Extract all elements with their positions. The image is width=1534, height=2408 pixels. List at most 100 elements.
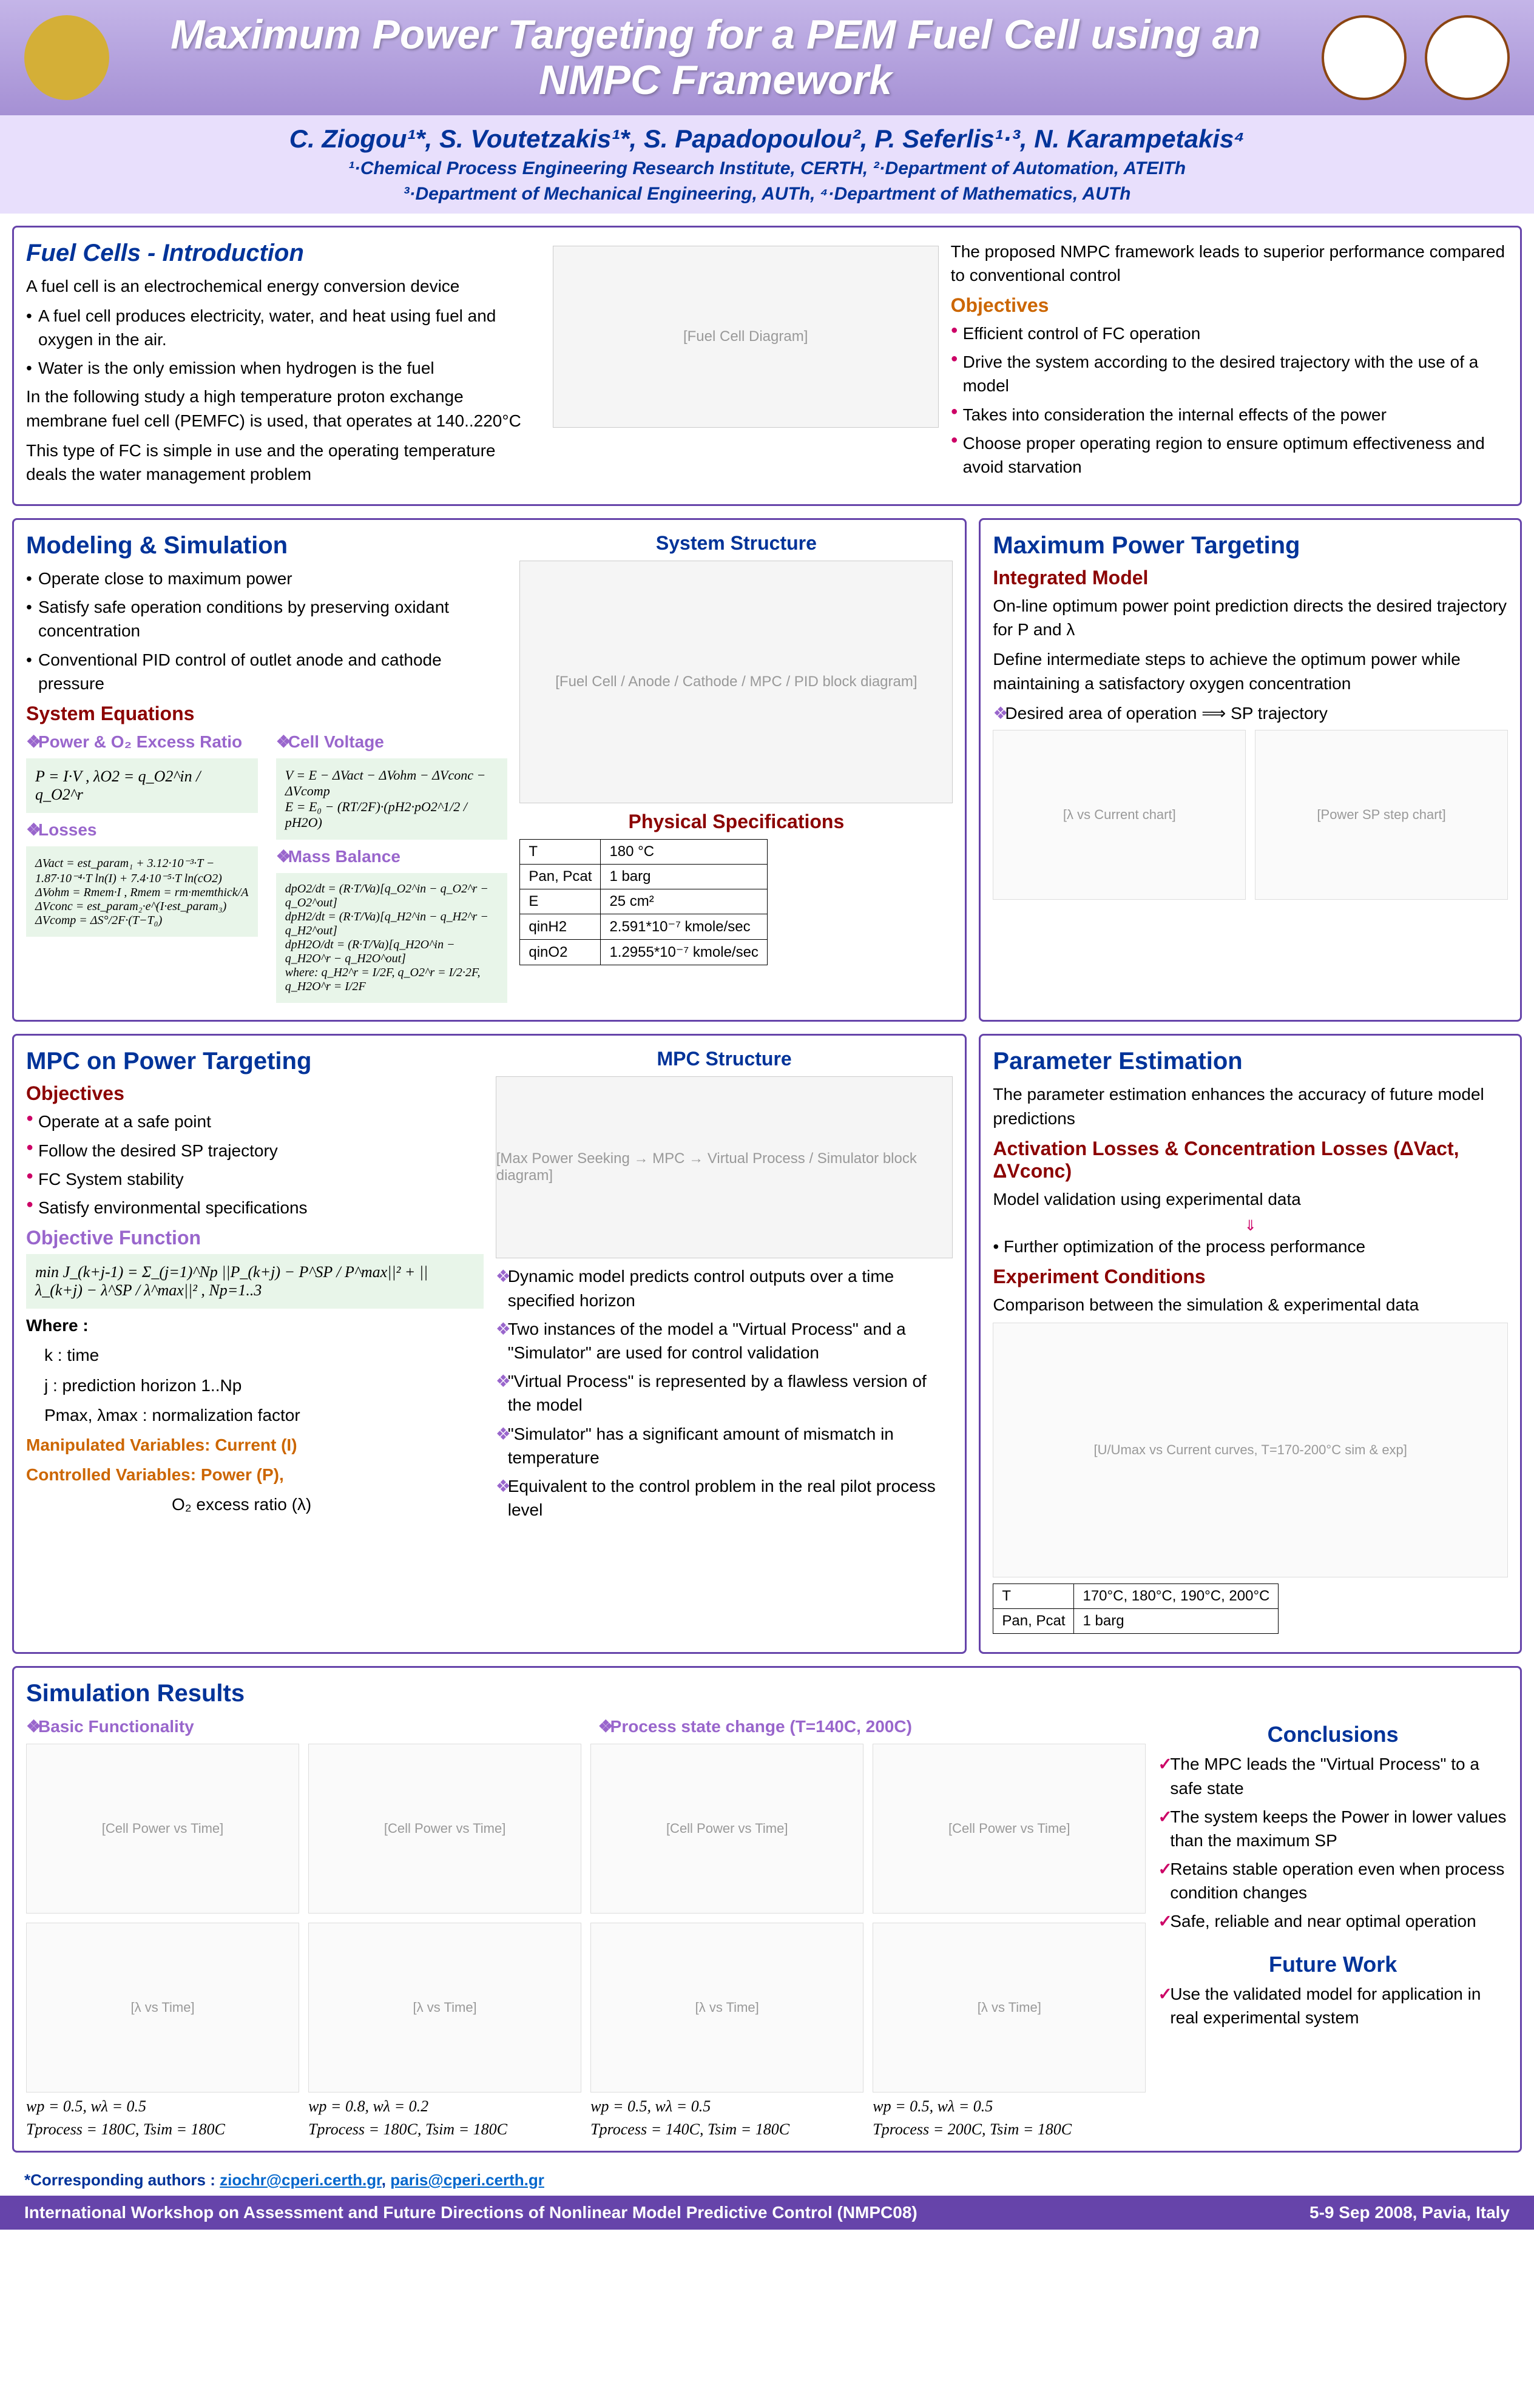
- poster: Maximum Power Targeting for a PEM Fuel C…: [0, 0, 1534, 2230]
- phys-spec-title: Physical Specifications: [519, 811, 953, 833]
- footer: International Workshop on Assessment and…: [0, 2196, 1534, 2230]
- mpc-o1: Operate at a safe point: [26, 1110, 484, 1133]
- mpc-obj-title: Objectives: [26, 1082, 484, 1105]
- obj-4: Choose proper operating region to ensure…: [951, 431, 1508, 479]
- intro-p1: A fuel cell is an electrochemical energy…: [26, 274, 541, 298]
- voltage-label: Cell Voltage: [276, 730, 508, 754]
- mod-b3: Conventional PID control of outlet anode…: [26, 648, 507, 695]
- integrated-model: Integrated Model: [993, 567, 1508, 589]
- param-p2: Model validation using experimental data: [993, 1187, 1508, 1211]
- eq-power: P = I·V , λO2 = q_O2^in / q_O2^r: [26, 758, 258, 813]
- param-p1: The parameter estimation enhances the ac…: [993, 1082, 1508, 1130]
- where-1: k : time: [26, 1343, 484, 1367]
- mpc-struct-title: MPC Structure: [496, 1048, 953, 1070]
- where-label: Where :: [26, 1314, 484, 1337]
- sim-title: Simulation Results: [26, 1680, 1508, 1707]
- mod-b1: Operate close to maximum power: [26, 567, 507, 590]
- mpc-d1: Dynamic model predicts control outputs o…: [496, 1264, 953, 1312]
- sim-panel: Simulation Results Basic Functionality P…: [12, 1666, 1522, 2152]
- param-p3: • Further optimization of the process pe…: [993, 1235, 1508, 1258]
- sim-chart-7: [λ vs Time]: [590, 1923, 863, 2093]
- proc-label: Process state change (T=140C, 200C): [598, 1715, 1146, 1738]
- modeling-title: Modeling & Simulation: [26, 532, 507, 559]
- obj-lead: The proposed NMPC framework leads to sup…: [951, 240, 1508, 287]
- mp-p2: Define intermediate steps to achieve the…: [993, 647, 1508, 695]
- title-block: Maximum Power Targeting for a PEM Fuel C…: [127, 12, 1303, 103]
- logo-right1: [1322, 15, 1407, 100]
- affiliation-1: ¹·Chemical Process Engineering Research …: [24, 158, 1510, 179]
- param-p4: Comparison between the simulation & expe…: [993, 1293, 1508, 1317]
- ctrl-2: O₂ excess ratio (λ): [26, 1492, 484, 1516]
- obj-2: Drive the system according to the desire…: [951, 350, 1508, 397]
- eq-obj: min J_(k+j-1) = Σ_(j=1)^Np ||P_(k+j) − P…: [26, 1254, 484, 1309]
- ctrl-label: Controlled Variables: Power (P),: [26, 1465, 284, 1484]
- param-sub2: Experiment Conditions: [993, 1266, 1508, 1288]
- eq-mass: dpO2/dt = (R·T/Va)[q_O2^in − q_O2^r − q_…: [276, 873, 508, 1003]
- intro-title: Fuel Cells - Introduction: [26, 240, 304, 266]
- where-3: Pmax, λmax : normalization factor: [26, 1403, 484, 1427]
- footer-conference: International Workshop on Assessment and…: [24, 2203, 917, 2222]
- affiliation-2: ³·Department of Mechanical Engineering, …: [24, 184, 1510, 204]
- mpc-d2: Two instances of the model a "Virtual Pr…: [496, 1317, 953, 1364]
- param-panel: Parameter Estimation The parameter estim…: [979, 1034, 1522, 1654]
- mpc-d5: Equivalent to the control problem in the…: [496, 1474, 953, 1522]
- footer-date: 5-9 Sep 2008, Pavia, Italy: [1309, 2203, 1510, 2222]
- lambda-chart: [λ vs Current chart]: [993, 730, 1246, 900]
- spec-table: T180 °CPan, Pcat1 bargE25 cm²qinH22.591*…: [519, 839, 768, 965]
- email-1[interactable]: ziochr@cperi.certh.gr: [220, 2171, 382, 2189]
- future-1: Use the validated model for application …: [1158, 1982, 1508, 2029]
- validation-chart: [U/Umax vs Current curves, T=170-200°C s…: [993, 1323, 1508, 1577]
- mass-label: Mass Balance: [276, 845, 508, 868]
- intro-b2: Water is the only emission when hydrogen…: [26, 356, 541, 380]
- objectives-title: Objectives: [951, 294, 1508, 317]
- sim-chart-5: [λ vs Time]: [26, 1923, 299, 2093]
- param-sub1: Activation Losses & Concentration Losses…: [993, 1138, 1508, 1182]
- modeling-panel: Modeling & Simulation Operate close to m…: [12, 518, 967, 1022]
- fuel-cell-diagram: [Fuel Cell Diagram]: [553, 246, 939, 428]
- conclusions-title: Conclusions: [1158, 1722, 1508, 1747]
- logo-right2: [1425, 15, 1510, 100]
- authors-block: C. Ziogou¹*, S. Voutetzakis¹*, S. Papado…: [0, 115, 1534, 214]
- email-2[interactable]: paris@cperi.certh.gr: [390, 2171, 544, 2189]
- manip-label: Manipulated Variables: Current (I): [26, 1435, 297, 1454]
- sim-chart-1: [Cell Power vs Time]: [26, 1744, 299, 1914]
- concl-1: The MPC leads the "Virtual Process" to a…: [1158, 1752, 1508, 1799]
- intro-panel: Fuel Cells - Introduction A fuel cell is…: [12, 226, 1522, 507]
- basic-label: Basic Functionality: [26, 1715, 574, 1738]
- mod-b2: Satisfy safe operation conditions by pre…: [26, 595, 507, 642]
- mpc-title: MPC on Power Targeting: [26, 1048, 484, 1075]
- param-title: Parameter Estimation: [993, 1048, 1508, 1075]
- where-2: j : prediction horizon 1..Np: [26, 1374, 484, 1397]
- mp-p1: On-line optimum power point prediction d…: [993, 594, 1508, 641]
- sys-struct-title: System Structure: [519, 532, 953, 555]
- mpc-o3: FC System stability: [26, 1167, 484, 1191]
- mpc-d3: "Virtual Process" is represented by a fl…: [496, 1369, 953, 1417]
- eq-losses: ΔVact = est_param₁ + 3.12·10⁻³·T − 1.87·…: [26, 846, 258, 937]
- intro-p3: This type of FC is simple in use and the…: [26, 439, 541, 486]
- sim-chart-3: [Cell Power vs Time]: [590, 1744, 863, 1914]
- eq-voltage: V = E − ΔVact − ΔVohm − ΔVconc − ΔVcomp …: [276, 758, 508, 840]
- power-label: Power & O₂ Excess Ratio: [26, 730, 258, 754]
- main-title: Maximum Power Targeting for a PEM Fuel C…: [127, 12, 1303, 103]
- obj-1: Efficient control of FC operation: [951, 322, 1508, 345]
- max-power-panel: Maximum Power Targeting Integrated Model…: [979, 518, 1522, 1022]
- sim-chart-6: [λ vs Time]: [308, 1923, 581, 2093]
- sim-chart-8: [λ vs Time]: [873, 1923, 1146, 2093]
- corresponding: *Corresponding authors : ziochr@cperi.ce…: [0, 2165, 1534, 2196]
- obj-func-title: Objective Function: [26, 1227, 484, 1249]
- sys-eq-title: System Equations: [26, 703, 507, 725]
- mp-b1: Desired area of operation ⟹ SP trajector…: [993, 701, 1508, 725]
- sim-chart-4: [Cell Power vs Time]: [873, 1744, 1146, 1914]
- future-title: Future Work: [1158, 1952, 1508, 1977]
- concl-3: Retains stable operation even when proce…: [1158, 1857, 1508, 1904]
- system-structure-diagram: [Fuel Cell / Anode / Cathode / MPC / PID…: [519, 561, 953, 803]
- losses-label: Losses: [26, 818, 258, 841]
- content: Fuel Cells - Introduction A fuel cell is…: [0, 214, 1534, 2165]
- sim-chart-2: [Cell Power vs Time]: [308, 1744, 581, 1914]
- concl-2: The system keeps the Power in lower valu…: [1158, 1805, 1508, 1852]
- obj-3: Takes into consideration the internal ef…: [951, 403, 1508, 427]
- header: Maximum Power Targeting for a PEM Fuel C…: [0, 0, 1534, 115]
- intro-p2: In the following study a high temperatur…: [26, 385, 541, 432]
- intro-b1: A fuel cell produces electricity, water,…: [26, 304, 541, 351]
- maxpower-title: Maximum Power Targeting: [993, 532, 1508, 559]
